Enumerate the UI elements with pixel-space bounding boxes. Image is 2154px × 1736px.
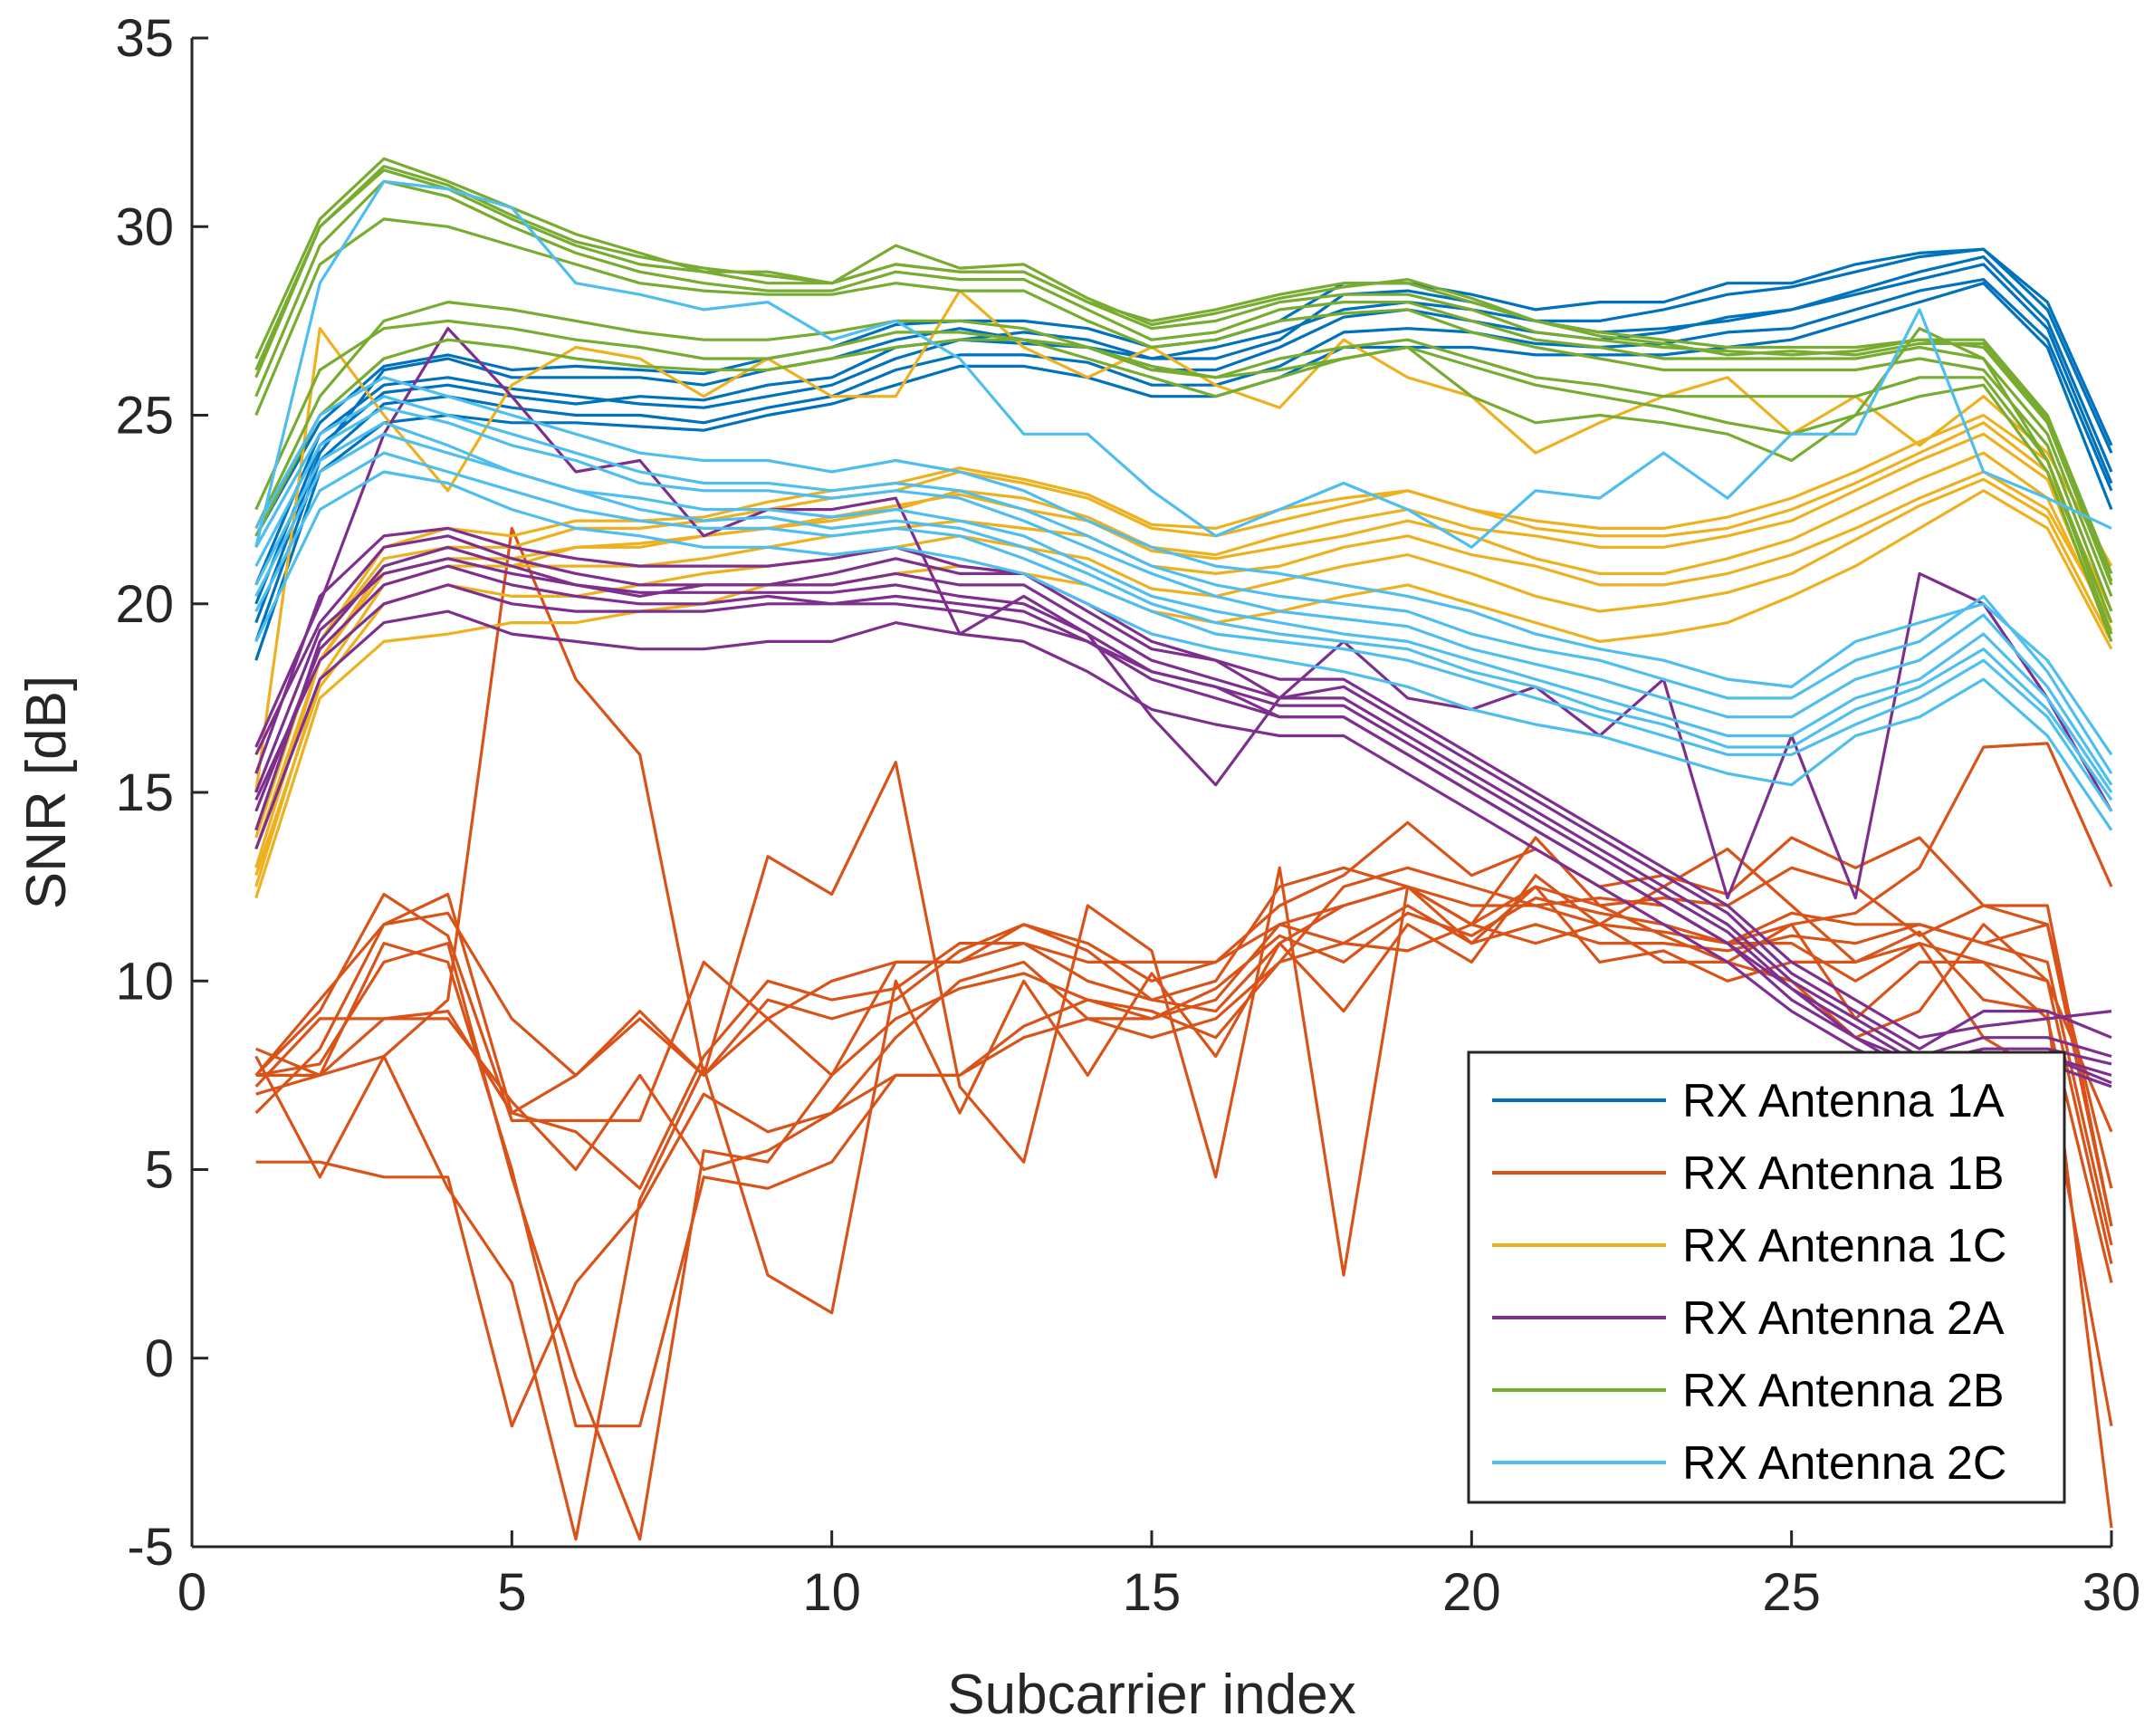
series-lines-layer	[254, 157, 2113, 1541]
series-line	[254, 406, 2113, 786]
x-axis-label: Subcarrier index	[947, 1664, 1355, 1726]
series-line	[254, 179, 2113, 597]
series-line	[254, 609, 2112, 1089]
series-rx-antenna-2c	[254, 179, 2113, 831]
series-rx-antenna-2a	[254, 327, 2113, 1089]
y-tick-label: 10	[115, 952, 174, 1011]
y-tick-label: 15	[115, 763, 174, 822]
x-tick-label: 25	[1762, 1563, 1821, 1622]
series-line	[254, 338, 2113, 642]
series-line	[254, 526, 2112, 1040]
series-line	[254, 247, 2113, 624]
legend-label: RX Antenna 1A	[1682, 1075, 2005, 1127]
series-line	[254, 534, 2112, 1059]
x-tick-label: 20	[1442, 1563, 1501, 1622]
x-tick-label: 5	[497, 1563, 526, 1622]
series-rx-antenna-1c	[254, 289, 2113, 899]
series-line	[255, 896, 2113, 1541]
series-line	[254, 432, 2113, 801]
series-line	[254, 168, 2113, 586]
series-line	[254, 564, 2112, 1077]
series-line	[254, 477, 2113, 877]
y-tick-label: -5	[127, 1518, 174, 1577]
series-rx-antenna-2b	[254, 157, 2113, 642]
series-line	[254, 421, 2113, 831]
series-line	[254, 866, 2113, 1133]
y-tick-label: 35	[115, 9, 174, 68]
series-line	[254, 289, 2113, 793]
series-line	[254, 413, 2113, 868]
series-line	[254, 282, 2113, 661]
series-line	[254, 263, 2113, 605]
legend-entries: RX Antenna 1A RX Antenna 1B RX Antenna 1C R…	[1492, 1075, 2006, 1490]
series-line	[254, 165, 2113, 582]
series-line	[254, 820, 2113, 1227]
x-tick-label: 0	[177, 1563, 206, 1622]
legend-box	[1467, 1050, 2066, 1504]
series-line	[254, 179, 2112, 549]
series-line	[254, 470, 2113, 839]
series-rx-antenna-1b	[254, 526, 2113, 1541]
y-tick-label: 0	[145, 1329, 174, 1388]
series-line	[254, 470, 2113, 831]
series-line	[255, 904, 2113, 1246]
series-line	[254, 278, 2113, 642]
series-line	[254, 451, 2113, 850]
legend-label: RX Antenna 1B	[1682, 1147, 2005, 1200]
series-line	[254, 395, 2113, 775]
series-line	[254, 301, 2113, 624]
y-axis-label: SNR [dB]	[15, 676, 78, 909]
y-tick-label: 5	[145, 1141, 174, 1200]
series-line	[254, 319, 2113, 635]
x-tick-label: 10	[802, 1563, 861, 1622]
x-tick-label: 30	[2082, 1563, 2141, 1622]
series-line	[254, 489, 2113, 899]
series-line	[254, 583, 2112, 1085]
legend-label: RX Antenna 1C	[1682, 1220, 2006, 1272]
series-line	[254, 376, 2113, 756]
series-line	[254, 742, 2113, 1172]
y-tick-label: 20	[115, 575, 174, 634]
series-line	[254, 157, 2113, 574]
series-line	[254, 761, 2113, 1529]
series-line	[255, 836, 2113, 1428]
legend-label: RX Antenna 2C	[1682, 1437, 2006, 1490]
legend-label: RX Antenna 2A	[1682, 1292, 2005, 1345]
y-tick-label: 25	[115, 387, 174, 446]
legend-label: RX Antenna 2B	[1682, 1365, 2005, 1417]
series-line	[254, 451, 2113, 812]
series-line	[255, 885, 2113, 1428]
legend: RX Antenna 1A RX Antenna 1B RX Antenna 1C R…	[1467, 1050, 2066, 1504]
series-line	[255, 526, 2113, 1227]
y-tick-label: 30	[115, 197, 174, 256]
x-tick-label: 15	[1123, 1563, 1182, 1622]
series-line	[254, 217, 2113, 612]
